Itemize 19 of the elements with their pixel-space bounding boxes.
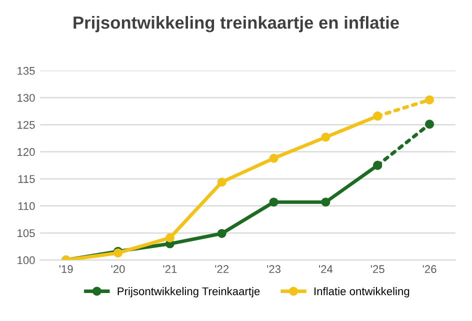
- y-tick-label: 105: [18, 229, 35, 238]
- x-tick-label: '23: [267, 265, 281, 274]
- x-tick-label: '26: [422, 265, 436, 274]
- x-tick-label: '24: [319, 265, 333, 273]
- x-tick-label: '22: [215, 265, 229, 273]
- y-tick-label: 125: [18, 121, 35, 129]
- y-tick-label: 130: [18, 94, 35, 102]
- x-tick-label: '21: [163, 265, 177, 273]
- legend-label: Inflatie ontwikkeling: [314, 287, 410, 298]
- x-tick-label: '19: [59, 265, 73, 274]
- y-tick-label: 110: [18, 202, 35, 210]
- y-tick-label: 120: [18, 148, 35, 156]
- y-tick-label: 115: [18, 175, 35, 183]
- x-tick-label: '25: [370, 265, 384, 274]
- y-tick-label: 100: [18, 256, 35, 264]
- x-tick-label: '20: [111, 265, 125, 274]
- chart-title: Prijsontwikkeling treinkaartje en inflatie: [74, 16, 399, 32]
- y-tick-label: 135: [18, 66, 35, 75]
- legend-label: Prijsontwikkeling Treinkaartje: [118, 287, 260, 298]
